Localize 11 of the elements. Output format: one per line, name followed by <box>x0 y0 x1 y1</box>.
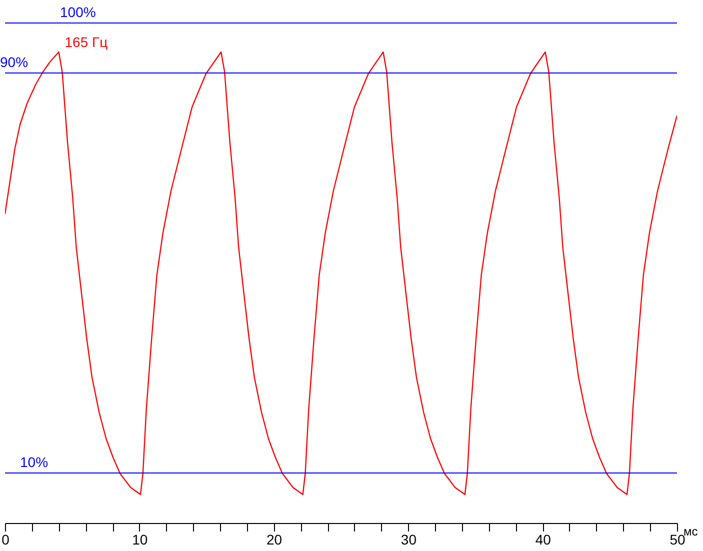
x-tick-label: 20 <box>266 532 282 548</box>
series-label: 165 Гц <box>64 34 108 50</box>
ref-line-label: 100% <box>60 4 96 20</box>
ref-line-label: 10% <box>20 454 48 470</box>
x-tick-label: 40 <box>535 532 552 548</box>
x-axis-title: мс <box>684 524 698 538</box>
x-tick-label: 10 <box>132 532 148 548</box>
x-tick-label: 30 <box>400 532 417 548</box>
x-tick-label: 50 <box>670 532 686 548</box>
x-tick-label: 0 <box>2 532 10 548</box>
ref-line-label: 90% <box>0 54 28 70</box>
